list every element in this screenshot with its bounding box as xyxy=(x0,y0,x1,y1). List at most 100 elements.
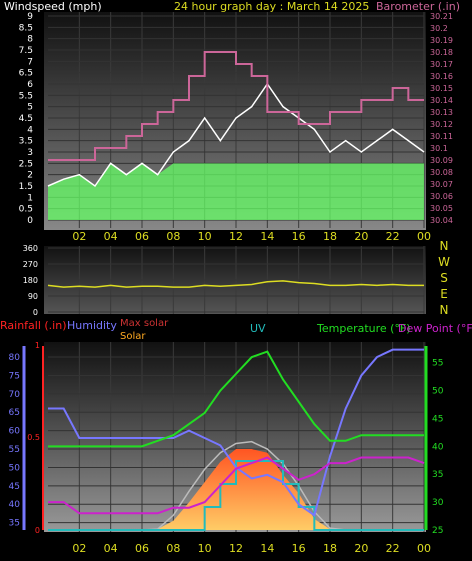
windspeed-tick-label: 4.5 xyxy=(19,114,33,124)
x-tick-label-bottom: 02 xyxy=(72,542,86,555)
temperature-tick-label: 40 xyxy=(432,442,444,452)
windspeed-tick-label: 1.5 xyxy=(19,182,33,192)
windspeed-tick-label: 7.5 xyxy=(19,46,33,56)
windspeed-tick-label: 6.5 xyxy=(19,69,33,79)
barometer-tick-label: 30.07 xyxy=(430,180,453,189)
barometer-tick-label: 30.13 xyxy=(430,108,453,117)
humidity-tick-label: 60 xyxy=(9,427,21,437)
x-tick-label-bottom: 16 xyxy=(292,542,306,555)
humidity-tick-label: 45 xyxy=(9,482,20,492)
windspeed-tick-label: 2 xyxy=(27,171,33,181)
humidity-tick-label: 75 xyxy=(9,371,20,381)
x-tick-label-bottom: 12 xyxy=(229,542,243,555)
temperature-tick-label: 50 xyxy=(432,387,444,397)
barometer-tick-label: 30.16 xyxy=(430,72,453,81)
windspeed-tick-label: 9 xyxy=(27,12,33,22)
direction-tick-label: 180 xyxy=(23,276,38,285)
x-tick-label-top: 12 xyxy=(229,230,243,243)
direction-tick-label: 90 xyxy=(28,292,38,301)
windspeed-tick-label: 3.5 xyxy=(19,137,33,147)
barometer-tick-label: 30.21 xyxy=(430,12,453,21)
x-tick-label-top: 10 xyxy=(198,230,212,243)
windspeed-tick-label: 8.5 xyxy=(19,23,33,33)
barometer-tick-label: 30.14 xyxy=(430,96,453,105)
temperature-tick-label: 35 xyxy=(432,470,443,480)
temperature-tick-label: 25 xyxy=(432,526,443,536)
barometer-tick-label: 30.05 xyxy=(430,204,453,213)
rain-tick-label: 1 xyxy=(35,341,40,350)
humidity-tick-label: 70 xyxy=(9,390,21,400)
temperature-tick-label: 30 xyxy=(432,498,444,508)
barometer-tick-label: 30.11 xyxy=(430,132,453,141)
humidity-tick-label: 40 xyxy=(9,500,21,510)
x-tick-label-bottom: 22 xyxy=(386,542,400,555)
barometer-tick-label: 30.18 xyxy=(430,48,453,57)
humidity-tick-label: 65 xyxy=(9,408,20,418)
windspeed-band-area xyxy=(48,163,424,220)
windspeed-tick-label: 5 xyxy=(27,103,33,113)
compass-label: E xyxy=(440,287,448,301)
solar-area xyxy=(48,449,424,530)
barometer-tick-label: 30.19 xyxy=(430,36,453,45)
axis-labels: 0202040406060808101012121414161618182020… xyxy=(9,12,453,555)
compass-label: N xyxy=(440,239,449,253)
direction-tick-label: 270 xyxy=(23,260,38,269)
x-tick-label-top: 04 xyxy=(104,230,118,243)
x-tick-label-bottom: 14 xyxy=(260,542,274,555)
barometer-line xyxy=(48,51,424,161)
humidity-label: Humidity xyxy=(67,319,117,332)
compass-label: N xyxy=(440,303,449,317)
compass-label: W xyxy=(438,255,450,269)
windspeed-axis-title: Windspeed (mph) xyxy=(4,0,102,13)
windspeed-tick-label: 3 xyxy=(27,148,33,158)
x-tick-label-bottom: 20 xyxy=(354,542,368,555)
rain-tick-label: 0 xyxy=(35,526,40,535)
dewpoint-line xyxy=(48,456,425,515)
windspeed-tick-label: 0.5 xyxy=(19,205,33,215)
x-tick-label-bottom: 00 xyxy=(417,542,431,555)
humidity-tick-label: 50 xyxy=(9,463,21,473)
temperature-label: Temperature (°F) xyxy=(316,322,411,335)
barometer-tick-label: 30.15 xyxy=(430,84,453,93)
x-tick-label-top: 16 xyxy=(292,230,306,243)
humidity-line xyxy=(48,348,424,517)
rain-label: Rainfall (.in) xyxy=(0,319,67,332)
direction-tick-label: 0 xyxy=(33,308,38,317)
temperature-tick-label: 45 xyxy=(432,414,443,424)
x-tick-label-top: 02 xyxy=(72,230,86,243)
x-tick-label-top: 18 xyxy=(323,230,337,243)
rain-tick-label: 0.5 xyxy=(27,433,40,442)
chart-marks xyxy=(47,51,425,531)
compass-label: S xyxy=(440,271,448,285)
x-tick-label-bottom: 04 xyxy=(104,542,118,555)
x-tick-label-bottom: 10 xyxy=(198,542,212,555)
x-tick-label-top: 06 xyxy=(135,230,149,243)
windspeed-tick-label: 1 xyxy=(27,193,33,203)
barometer-tick-label: 30.09 xyxy=(430,156,453,165)
wind-direction-line xyxy=(47,280,424,288)
windspeed-tick-label: 4 xyxy=(27,125,33,135)
x-tick-label-bottom: 18 xyxy=(323,542,337,555)
solar-label: Solar xyxy=(120,331,146,342)
temperature-tick-label: 55 xyxy=(432,359,443,369)
barometer-tick-label: 30.04 xyxy=(430,216,453,225)
barometer-tick-label: 30.08 xyxy=(430,168,453,177)
humidity-tick-label: 55 xyxy=(9,445,20,455)
windspeed-tick-label: 8 xyxy=(27,35,33,45)
windspeed-tick-label: 5.5 xyxy=(19,91,33,101)
x-tick-label-top: 22 xyxy=(386,230,400,243)
uv-line xyxy=(48,460,424,531)
x-tick-label-bottom: 08 xyxy=(166,542,180,555)
barometer-tick-label: 30.06 xyxy=(430,192,453,201)
uv-label: UV xyxy=(250,322,266,335)
direction-tick-label: 360 xyxy=(23,244,38,253)
dewpoint-label: Dew Point (°F) xyxy=(398,322,472,335)
windspeed-tick-label: 6 xyxy=(27,80,33,90)
barometer-tick-label: 30.12 xyxy=(430,120,453,129)
windspeed-tick-label: 0 xyxy=(27,216,33,226)
x-tick-label-top: 14 xyxy=(260,230,274,243)
windspeed-tick-label: 7 xyxy=(27,57,33,67)
barometer-tick-label: 30.1 xyxy=(430,144,448,153)
